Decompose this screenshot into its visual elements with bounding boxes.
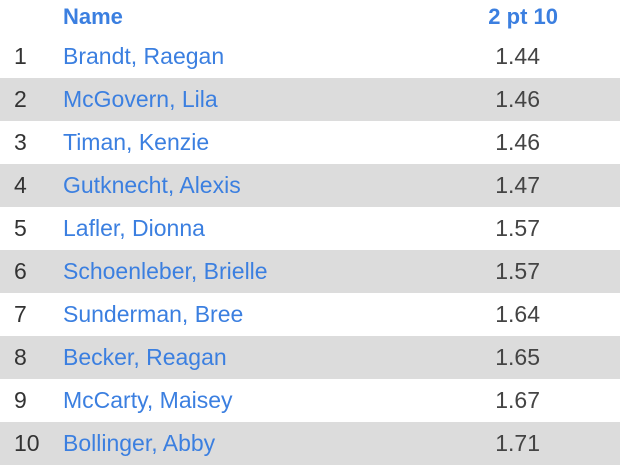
rank: 9 [14,387,27,413]
table-row: 6 Schoenleber, Brielle 1.57 [0,250,620,293]
value-header[interactable]: 2 pt 10 [488,4,558,29]
time-value: 1.71 [495,430,540,456]
name-header[interactable]: Name [63,4,123,29]
athlete-name-link[interactable]: McCarty, Maisey [63,387,233,413]
time-value: 1.64 [495,301,540,327]
table-row: 8 Becker, Reagan 1.65 [0,336,620,379]
rank: 2 [14,86,27,112]
time-value: 1.67 [495,387,540,413]
table-row: 10 Bollinger, Abby 1.71 [0,422,620,465]
rank: 1 [14,43,27,69]
rank: 4 [14,172,27,198]
rank: 7 [14,301,27,327]
time-value: 1.57 [495,258,540,284]
rank: 5 [14,215,27,241]
table-row: 9 McCarty, Maisey 1.67 [0,379,620,422]
time-value: 1.46 [495,129,540,155]
athlete-name-link[interactable]: Sunderman, Bree [63,301,244,327]
time-value: 1.46 [495,86,540,112]
athlete-name-link[interactable]: Timan, Kenzie [63,129,210,155]
time-value: 1.65 [495,344,540,370]
athlete-name-link[interactable]: McGovern, Lila [63,86,218,112]
athlete-name-link[interactable]: Gutknecht, Alexis [63,172,241,198]
table-row: 7 Sunderman, Bree 1.64 [0,293,620,336]
table-row: 1 Brandt, Raegan 1.44 [0,35,620,78]
table-row: 5 Lafler, Dionna 1.57 [0,207,620,250]
athlete-name-link[interactable]: Brandt, Raegan [63,43,225,69]
rank: 10 [14,430,40,456]
table-row: 4 Gutknecht, Alexis 1.47 [0,164,620,207]
table-row: 2 McGovern, Lila 1.46 [0,78,620,121]
rank: 3 [14,129,27,155]
rank: 6 [14,258,27,284]
time-value: 1.57 [495,215,540,241]
time-value: 1.47 [495,172,540,198]
table-row: 3 Timan, Kenzie 1.46 [0,121,620,164]
athlete-name-link[interactable]: Lafler, Dionna [63,215,205,241]
athlete-name-link[interactable]: Bollinger, Abby [63,430,216,456]
athlete-name-link[interactable]: Becker, Reagan [63,344,227,370]
rank: 8 [14,344,27,370]
athlete-name-link[interactable]: Schoenleber, Brielle [63,258,268,284]
header-row: Name 2 pt 10 [0,0,620,35]
time-value: 1.44 [495,43,540,69]
